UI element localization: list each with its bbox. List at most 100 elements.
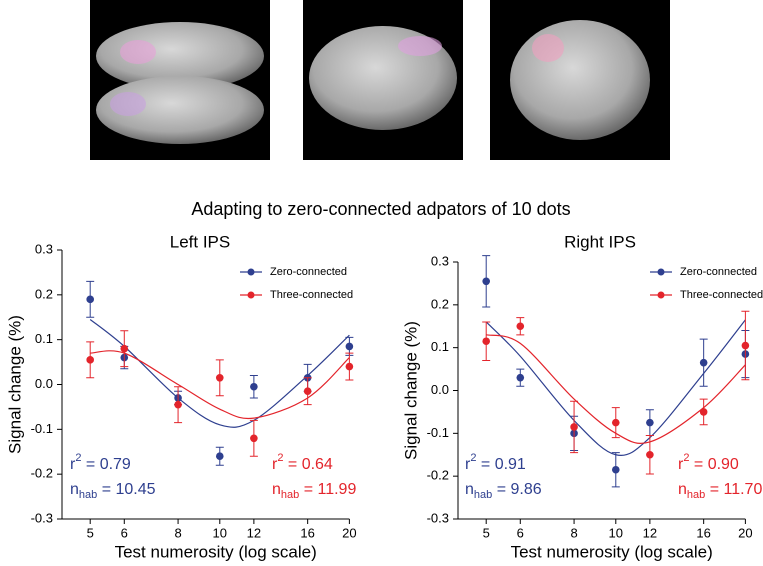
data-point bbox=[215, 452, 224, 461]
fit-stat-part: r bbox=[272, 456, 278, 473]
fit-stat-part: 2 bbox=[75, 452, 81, 464]
x-tick-label: 5 bbox=[87, 525, 94, 540]
figure-title: Adapting to zero-connected adpators of 1… bbox=[191, 199, 570, 219]
activation bbox=[532, 34, 564, 62]
y-tick-label: 0.2 bbox=[431, 296, 449, 311]
data-point bbox=[646, 418, 654, 427]
legend-label: Three-connected bbox=[270, 289, 353, 301]
y-tick-label: -0.2 bbox=[31, 466, 53, 481]
x-tick-label: 20 bbox=[738, 525, 752, 540]
fit-stat: nhab = 9.86 bbox=[465, 481, 542, 501]
fit-stat-part: r bbox=[70, 456, 76, 473]
x-tick-label: 16 bbox=[300, 525, 314, 540]
data-point bbox=[516, 322, 525, 331]
y-tick-label: 0.3 bbox=[35, 241, 53, 256]
x-tick-label: 6 bbox=[517, 525, 524, 540]
data-point bbox=[516, 373, 525, 382]
y-tick-label: -0.1 bbox=[31, 421, 53, 436]
chart-title: Left IPS bbox=[170, 232, 230, 251]
data-point bbox=[215, 373, 224, 382]
fit-stat-part: r bbox=[465, 456, 471, 473]
fit-stat-part: n bbox=[465, 481, 474, 498]
chart: Right IPS -0.3 -0.2 -0.1 0.0 0.1 0.2 0.3 Signal … bbox=[401, 232, 763, 561]
y-tick-label: 0.0 bbox=[35, 376, 53, 391]
data-point bbox=[570, 423, 578, 431]
fit-stat-part: hab bbox=[474, 489, 492, 501]
fit-stat: nhab = 10.45 bbox=[70, 481, 156, 501]
data-point bbox=[120, 344, 129, 353]
x-tick-label: 6 bbox=[121, 525, 128, 540]
activation bbox=[120, 40, 156, 64]
data-point bbox=[250, 434, 258, 443]
legend-marker bbox=[657, 291, 665, 299]
fit-stat-part: n bbox=[272, 481, 281, 498]
brain-hemisphere bbox=[96, 76, 264, 144]
data-point bbox=[611, 418, 620, 427]
fit-stat-part: 2 bbox=[683, 452, 689, 464]
fit-stat-part: = 0.64 bbox=[283, 456, 332, 473]
data-point bbox=[345, 342, 354, 351]
x-axis-label: Test numerosity (log scale) bbox=[115, 542, 317, 561]
brain-hemisphere bbox=[96, 22, 264, 90]
fit-stat-part: r bbox=[678, 456, 684, 473]
data-point bbox=[86, 295, 94, 304]
fit-stat: r2 = 0.64 bbox=[272, 452, 333, 473]
data-point bbox=[699, 358, 708, 367]
x-tick-label: 20 bbox=[342, 525, 356, 540]
data-point bbox=[646, 450, 654, 459]
data-point bbox=[699, 408, 708, 416]
y-tick-label: 0.1 bbox=[35, 331, 53, 346]
x-tick-label: 12 bbox=[643, 525, 657, 540]
legend-marker bbox=[247, 268, 255, 276]
y-tick-label: 0.1 bbox=[431, 339, 449, 354]
y-tick-label: 0.0 bbox=[431, 382, 449, 397]
data-point bbox=[741, 341, 750, 350]
chart-title: Right IPS bbox=[564, 232, 636, 251]
y-axis-label: Signal change (%) bbox=[401, 321, 420, 460]
x-axis-label: Test numerosity (log scale) bbox=[511, 542, 713, 561]
fit-stat: r2 = 0.91 bbox=[465, 452, 526, 473]
legend-label: Three-connected bbox=[680, 289, 763, 301]
fit-stat-part: = 11.70 bbox=[705, 481, 762, 498]
y-tick-label: -0.1 bbox=[427, 425, 449, 440]
x-tick-label: 16 bbox=[696, 525, 710, 540]
data-point bbox=[86, 356, 94, 364]
x-tick-label: 12 bbox=[247, 525, 261, 540]
data-point bbox=[611, 465, 620, 474]
data-point bbox=[174, 400, 182, 409]
x-tick-label: 8 bbox=[174, 525, 181, 540]
fit-stat-part: 2 bbox=[277, 452, 283, 464]
data-point bbox=[250, 382, 258, 391]
fit-stat-part: hab bbox=[79, 489, 97, 501]
y-tick-label: 0.3 bbox=[431, 253, 449, 268]
y-tick-label: -0.2 bbox=[427, 468, 449, 483]
x-tick-label: 10 bbox=[213, 525, 227, 540]
x-tick-label: 5 bbox=[483, 525, 490, 540]
fit-stat-part: n bbox=[678, 481, 687, 498]
data-point bbox=[303, 387, 312, 396]
legend-marker bbox=[247, 291, 255, 299]
brain-images bbox=[90, 0, 670, 160]
fit-stat-part: = 10.45 bbox=[97, 481, 155, 498]
data-point bbox=[482, 337, 490, 346]
fit-stat-part: = 0.79 bbox=[81, 456, 130, 473]
fit-stat-part: hab bbox=[281, 489, 299, 501]
activation bbox=[110, 92, 146, 116]
fit-stat-part: = 11.99 bbox=[299, 481, 356, 498]
fit-stat-part: = 9.86 bbox=[492, 481, 541, 498]
fit-stat: nhab = 11.99 bbox=[272, 481, 356, 501]
fit-stat: r2 = 0.90 bbox=[678, 452, 739, 473]
fit-stat-part: = 0.90 bbox=[689, 456, 738, 473]
data-point bbox=[345, 362, 354, 371]
fit-stat: r2 = 0.79 bbox=[70, 452, 131, 473]
fit-stat-part: 2 bbox=[470, 452, 476, 464]
y-tick-label: -0.3 bbox=[427, 510, 449, 525]
fit-stat-part: n bbox=[70, 481, 79, 498]
legend-label: Zero-connected bbox=[680, 266, 757, 278]
legend-label: Zero-connected bbox=[270, 266, 347, 278]
brain-posterior bbox=[510, 20, 650, 140]
legend-marker bbox=[657, 268, 665, 276]
y-axis-label: Signal change (%) bbox=[5, 315, 24, 454]
chart: Left IPS -0.3 -0.2 -0.1 0.0 0.1 0.2 0.3 Signal c… bbox=[5, 232, 356, 561]
